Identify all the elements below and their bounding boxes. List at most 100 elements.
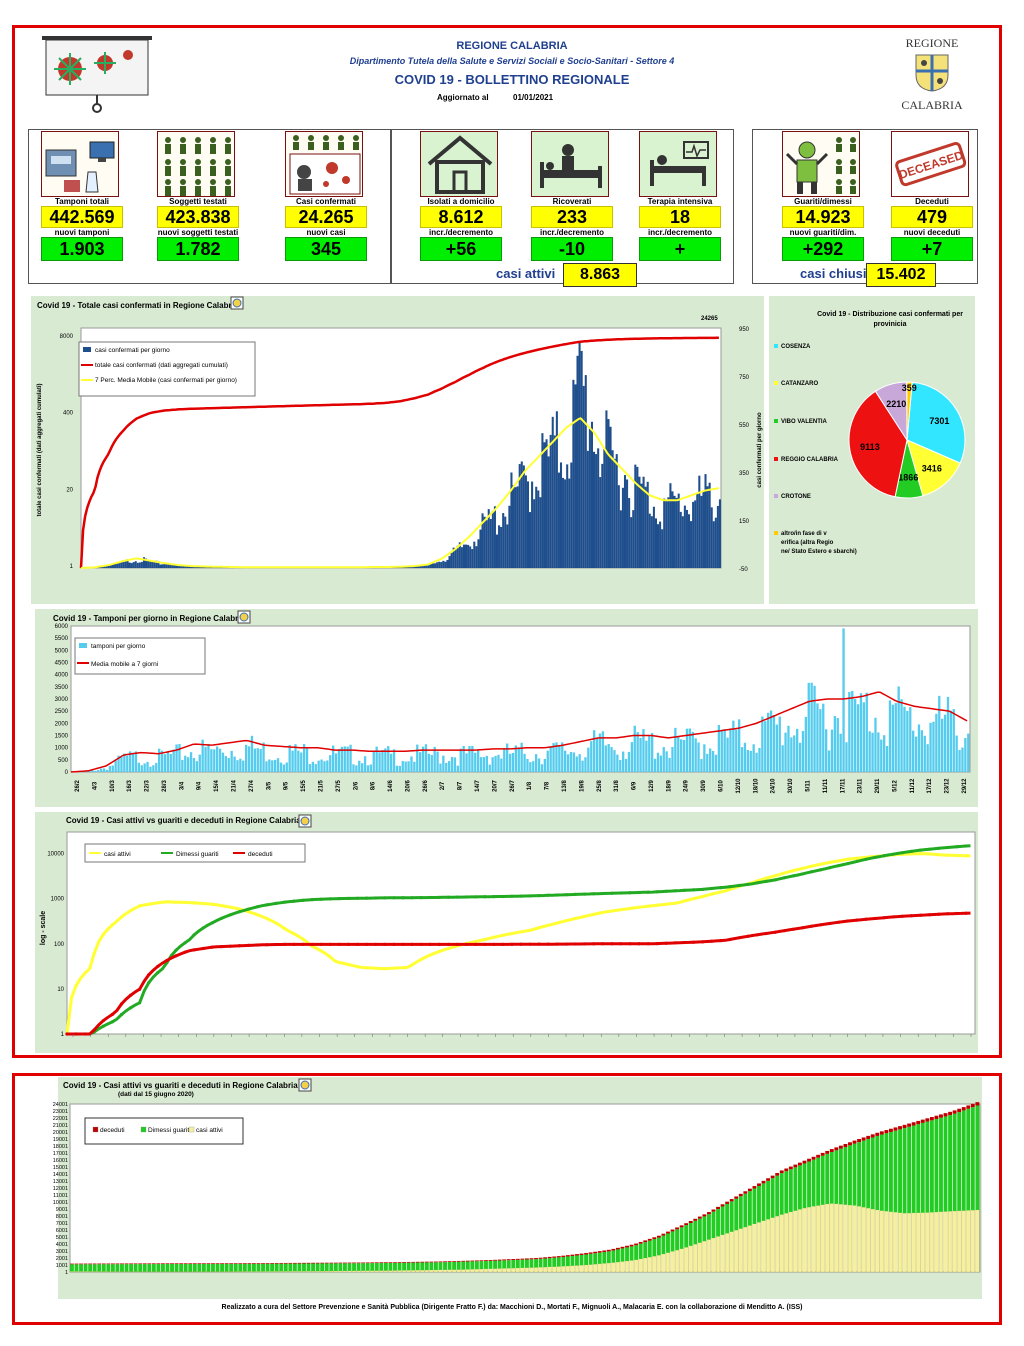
tamponi-bar: [317, 760, 320, 772]
deceduti-bar: [124, 1263, 129, 1265]
deceduti-bar: [597, 1251, 602, 1253]
guariti-bar: [129, 1264, 134, 1272]
card-label: Deceduti: [891, 197, 973, 206]
series-point: [791, 869, 796, 873]
series-point: [401, 942, 405, 946]
attivi-bar: [615, 1261, 620, 1273]
daily-bar: [421, 565, 424, 568]
tamponi-bar: [949, 710, 953, 772]
tamponi-bar: [793, 735, 796, 772]
card-label: Casi confermati: [285, 197, 367, 206]
deceduti-bar: [265, 1263, 270, 1264]
series-point: [237, 910, 242, 914]
deceduti-bar: [515, 1258, 520, 1260]
tamponi-bar: [711, 750, 715, 772]
tamponi-bar: [137, 762, 141, 772]
deceduti-bar: [852, 1140, 857, 1144]
attivi-bar: [69, 1271, 74, 1273]
daily-bar: [477, 539, 480, 568]
daily-bar: [155, 560, 158, 568]
daily-bar: [526, 481, 529, 568]
deceduti-bar: [324, 1262, 329, 1264]
card-sub-label: nuovi tamponi: [54, 228, 110, 237]
series-point: [946, 912, 950, 916]
guariti-bar: [101, 1264, 106, 1272]
daily-bar: [188, 565, 191, 568]
daily-bar: [535, 486, 538, 568]
pie-value-label: 7301: [929, 416, 949, 426]
guariti-bar: [966, 1108, 971, 1211]
deceduti-bar: [233, 1263, 238, 1264]
guariti-bar: [283, 1263, 288, 1272]
y-tick: 7001: [56, 1221, 68, 1227]
deceduti-bar: [493, 1259, 498, 1261]
attivi-bar: [461, 1269, 466, 1273]
series-point: [637, 942, 641, 946]
tamponi-bar: [419, 752, 422, 772]
daily-bar: [413, 566, 416, 568]
daily-bar: [584, 375, 587, 568]
series-point: [265, 916, 269, 921]
guariti-bar: [852, 1143, 857, 1206]
tamponi-bar: [250, 735, 254, 772]
deceduti-bar: [129, 1263, 134, 1265]
y-tick: 1500: [55, 734, 69, 740]
series-point: [900, 851, 904, 855]
y-tick-left: 1: [70, 564, 74, 570]
daily-bar: [597, 448, 600, 568]
y-tick: 22001: [53, 1116, 68, 1122]
tamponi-bar: [111, 765, 114, 772]
tamponi-bar: [674, 727, 677, 772]
tamponi-bar: [526, 758, 529, 772]
guariti-bar: [365, 1263, 370, 1271]
tamponi-bar: [532, 761, 535, 772]
daily-bar: [549, 434, 552, 568]
series-point: [428, 895, 432, 900]
group-closed: [752, 129, 978, 284]
tamponi-bar: [459, 748, 462, 772]
attivi-bar: [402, 1270, 407, 1273]
moving-average-line: [70, 691, 968, 773]
pie-legend-swatch: [774, 419, 778, 423]
series-point: [601, 910, 605, 915]
attivi-bar: [320, 1271, 325, 1273]
y-tick: 17001: [53, 1151, 68, 1157]
group-tests: [28, 129, 391, 284]
attivi-bar: [879, 1210, 884, 1273]
x-tick: 21/4: [232, 780, 238, 792]
guariti-bar: [734, 1198, 739, 1231]
attivi-bar: [661, 1253, 666, 1273]
active-cases-value: 8.863: [563, 263, 637, 287]
daily-bar: [644, 486, 647, 568]
deceduti-bar: [843, 1143, 848, 1147]
deceduti-bar: [170, 1263, 174, 1264]
guariti-bar: [333, 1263, 338, 1272]
series-point: [274, 901, 278, 906]
attivi-bar: [784, 1213, 789, 1273]
daily-bar: [161, 564, 164, 568]
guariti-bar: [884, 1133, 889, 1212]
guariti-bar: [848, 1145, 852, 1206]
tamponi-bar: [816, 703, 819, 772]
x-tick: 30/10: [788, 778, 794, 794]
attivi-bar: [261, 1271, 266, 1273]
deceduti-bar: [693, 1218, 698, 1221]
deceduti-bar: [165, 1263, 170, 1265]
tamponi-bar: [210, 749, 213, 772]
attivi-bar: [884, 1211, 889, 1273]
series-point: [138, 987, 142, 991]
bottom-frame: [12, 1073, 1002, 1325]
guariti-bar: [597, 1252, 602, 1264]
guariti-bar: [970, 1107, 975, 1211]
series-point: [464, 895, 469, 899]
guariti-bar: [324, 1263, 329, 1272]
chart-log-region-icon: [298, 814, 312, 828]
daily-bar: [508, 505, 511, 568]
guariti-bar: [652, 1239, 657, 1257]
recovered-person-icon: [785, 137, 856, 194]
deceduti-bar: [629, 1244, 634, 1247]
series-point: [682, 899, 687, 903]
tamponi-bar: [291, 750, 294, 772]
deceduti-bar: [829, 1149, 834, 1152]
guariti-bar: [110, 1264, 115, 1272]
